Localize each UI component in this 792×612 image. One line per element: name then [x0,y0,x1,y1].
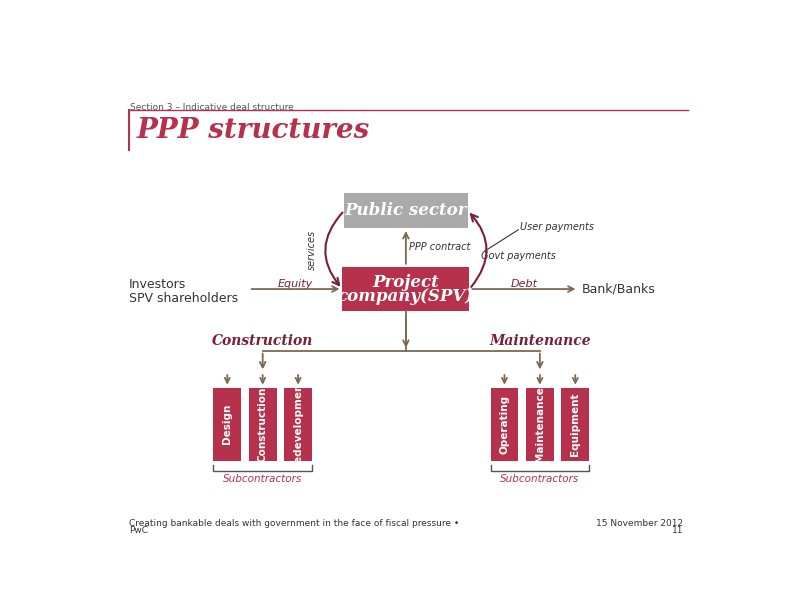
Text: User payments: User payments [520,222,594,232]
FancyBboxPatch shape [249,387,276,461]
Text: Operating: Operating [500,395,509,453]
Text: Construction: Construction [257,387,268,462]
Text: Subcontractors: Subcontractors [501,474,580,484]
Text: Project: Project [372,274,440,291]
FancyBboxPatch shape [284,387,312,461]
Text: Redevelopment: Redevelopment [293,378,303,471]
Text: Debt: Debt [510,278,538,289]
Text: Investors: Investors [128,278,186,291]
Text: PPP contract: PPP contract [409,242,470,253]
FancyBboxPatch shape [213,387,241,461]
FancyBboxPatch shape [342,267,470,312]
Text: 15 November 2012: 15 November 2012 [596,518,683,528]
FancyBboxPatch shape [526,387,554,461]
Text: PPP structures: PPP structures [136,116,370,144]
Text: Subcontractors: Subcontractors [223,474,303,484]
Text: services: services [307,230,317,270]
Text: 11: 11 [672,526,683,536]
Text: Public sector: Public sector [345,202,467,219]
Text: Maintenance: Maintenance [489,334,591,348]
Text: SPV shareholders: SPV shareholders [128,292,238,305]
Text: Bank/Banks: Bank/Banks [581,283,655,296]
FancyBboxPatch shape [490,387,518,461]
Text: PwC: PwC [128,526,147,536]
FancyBboxPatch shape [562,387,589,461]
Text: Govt payments: Govt payments [482,251,556,261]
FancyBboxPatch shape [345,193,467,228]
Text: Creating bankable deals with government in the face of fiscal pressure •: Creating bankable deals with government … [128,518,459,528]
Text: Maintenance: Maintenance [535,386,545,462]
Text: company(SPV): company(SPV) [338,288,474,305]
Text: Equipment: Equipment [570,392,581,456]
Text: Section 3 – Indicative deal structure: Section 3 – Indicative deal structure [130,103,294,112]
Text: Equity: Equity [278,278,313,289]
Text: Construction: Construction [212,334,314,348]
Text: Design: Design [223,404,232,444]
